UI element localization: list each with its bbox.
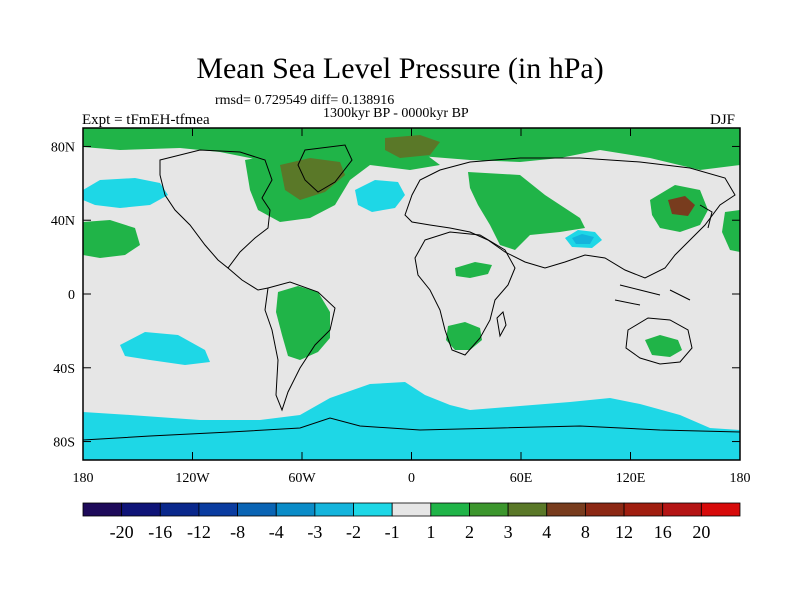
colorbar-swatch [623, 502, 664, 517]
colorbar-label: 4 [542, 522, 551, 542]
lon-tick-label: 120W [175, 471, 210, 486]
period-label: 1300kyr BP - 0000kyr BP [323, 106, 469, 121]
strong-anomaly-east-asia [668, 196, 695, 216]
longitude-axis: 180 120W 60W 0 60E 120E 180 [73, 128, 751, 486]
lat-tick-label: 40S [53, 362, 75, 377]
colorbar-swatch [662, 502, 702, 517]
coastline-africa [414, 231, 516, 356]
positive-anomaly-eurasia [468, 172, 585, 250]
positive-anomaly-southern-africa [446, 322, 482, 350]
colorbar-swatch [275, 502, 316, 517]
colorbar-swatch [391, 502, 432, 517]
colorbar-swatch [82, 502, 123, 517]
colorbar-swatch [159, 502, 200, 517]
coastline-australia [625, 317, 693, 365]
coastline-north-america [159, 149, 273, 269]
colorbar-label: 8 [581, 522, 590, 542]
coastline-eurasia [404, 157, 736, 279]
coastline-antarctica [83, 417, 740, 441]
colorbar-swatch [469, 502, 509, 517]
colorbar-label: -20 [110, 522, 134, 542]
map-title: Mean Sea Level Pressure (in hPa) [196, 52, 604, 85]
stats-label: rmsd= 0.729549 diff= 0.138916 [215, 93, 395, 108]
coastline-maritime-asia [614, 284, 691, 306]
colorbar-label: -1 [385, 522, 400, 542]
colorbar: -20 -16 -12 -8 -4 -3 -2 -1 1 2 3 4 8 12 16 20 [82, 502, 741, 542]
negative-anomaly-south-pacific [120, 332, 210, 365]
lat-tick-label: 0 [68, 288, 75, 303]
lon-tick-label: 60E [510, 471, 533, 486]
colorbar-swatch [198, 502, 238, 517]
season-label: DJF [710, 112, 736, 128]
lon-tick-label: 180 [73, 471, 94, 486]
negative-anomaly-pacific-west [83, 178, 168, 208]
positive-anomaly-australia [645, 335, 682, 357]
colorbar-label: -3 [307, 522, 322, 542]
colorbar-swatch [353, 502, 393, 517]
coastline-madagascar [496, 311, 507, 338]
experiment-label: Expt = tFmEH-tfmea [82, 112, 210, 128]
colorbar-swatch [546, 502, 586, 517]
coastline-central-america [227, 267, 269, 291]
lat-tick-label: 40N [51, 214, 75, 229]
colorbar-label: -2 [346, 522, 361, 542]
negative-anomaly-tibet-core [572, 234, 594, 244]
lon-tick-label: 0 [408, 471, 415, 486]
colorbar-label: 1 [426, 522, 435, 542]
lat-tick-label: 80S [53, 436, 75, 451]
anomaly-fields [83, 128, 740, 460]
colorbar-label: 16 [654, 522, 672, 542]
strong-anomaly-north-pole [385, 135, 440, 158]
coastline-south-america [264, 281, 336, 412]
colorbar-label: 2 [465, 522, 474, 542]
negative-anomaly-atlantic [355, 180, 405, 212]
coastline-greenland [297, 144, 353, 193]
colorbar-swatch [585, 502, 625, 517]
colorbar-swatch [507, 502, 548, 517]
colorbar-label: -16 [148, 522, 172, 542]
positive-anomaly-north-africa [455, 262, 492, 278]
colorbar-label: -12 [187, 522, 211, 542]
colorbar-label: -8 [230, 522, 245, 542]
colorbar-label: 12 [615, 522, 633, 542]
strong-anomaly-greenland [280, 158, 345, 200]
lon-tick-label: 60W [288, 471, 316, 486]
lat-tick-label: 80N [51, 140, 75, 155]
colorbar-label: 20 [692, 522, 710, 542]
colorbar-label: -4 [269, 522, 284, 542]
colorbar-swatch [121, 502, 161, 517]
colorbar-swatch [430, 502, 470, 517]
colorbar-swatch [237, 502, 277, 517]
colorbar-label: 3 [504, 522, 513, 542]
coastline-japan [699, 204, 713, 229]
lon-tick-label: 120E [616, 471, 646, 486]
positive-anomaly-north-pacific [83, 220, 140, 258]
negative-anomaly-southern-ocean [83, 382, 740, 460]
colorbar-swatch [700, 502, 741, 517]
coastlines [83, 144, 740, 441]
positive-anomaly-south-america [276, 286, 330, 360]
colorbar-swatch [314, 502, 354, 517]
lon-tick-label: 180 [730, 471, 751, 486]
latitude-axis: 80N 40N 0 40S 80S [51, 140, 740, 451]
